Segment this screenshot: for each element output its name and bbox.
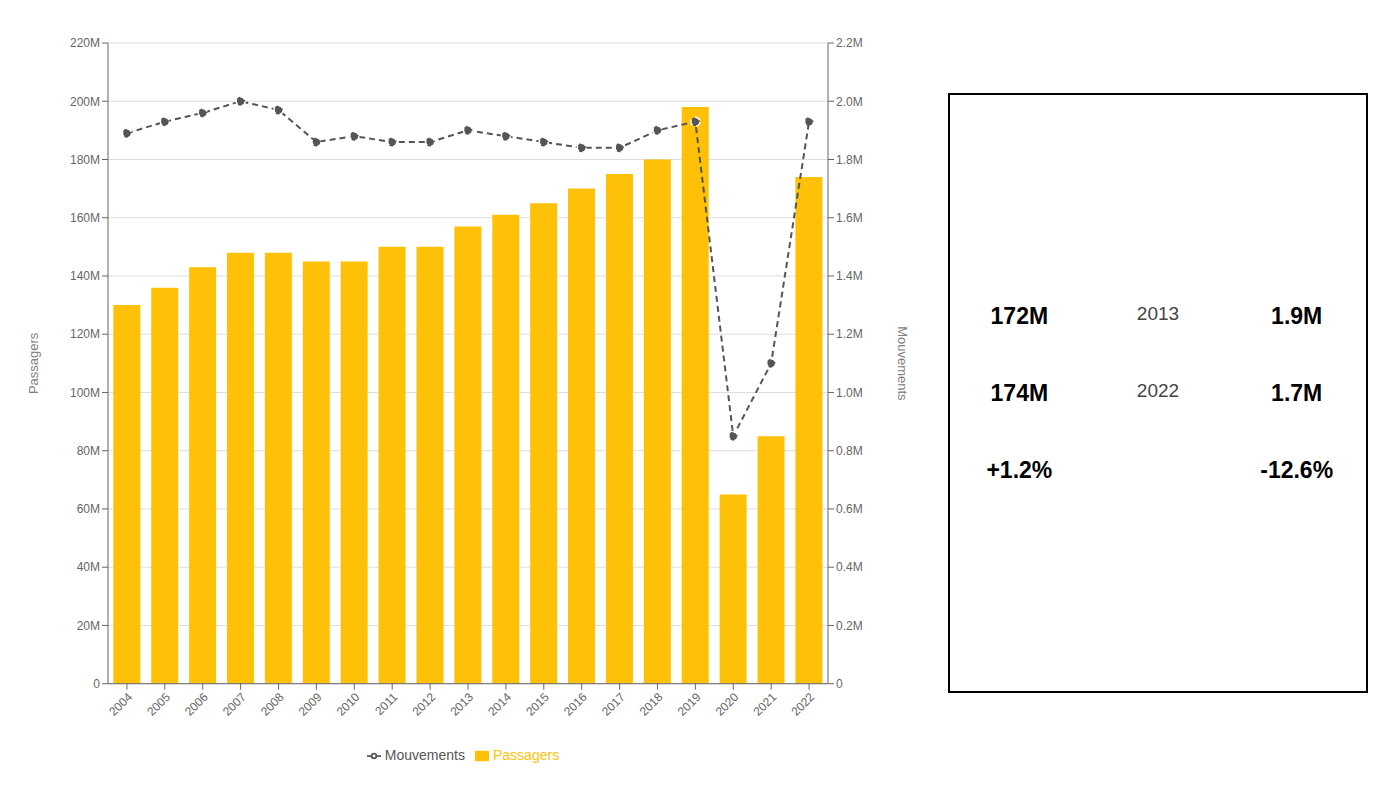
svg-text:2.0M: 2.0M: [836, 95, 863, 109]
svg-text:2022: 2022: [788, 690, 817, 719]
svg-text:1.8M: 1.8M: [836, 153, 863, 167]
html-text:2022: 2022: [1136, 379, 1180, 401]
svg-text:0: 0: [836, 677, 843, 691]
svg-text:80M: 80M: [77, 444, 100, 458]
html-text:174M: 174M: [990, 379, 1049, 406]
svg-text:20M: 20M: [77, 619, 100, 633]
svg-text:2007: 2007: [220, 690, 249, 719]
svg-text:2010: 2010: [334, 690, 363, 719]
svg-text:Mouvements: Mouvements: [895, 326, 910, 401]
svg-text:1.4M: 1.4M: [836, 269, 863, 283]
svg-text:1.0M: 1.0M: [836, 386, 863, 400]
html-text:+1.2%: +1.2%: [986, 456, 1053, 483]
html-text:172M: 172M: [990, 302, 1049, 329]
svg-text:2004: 2004: [106, 690, 135, 719]
svg-text:2021: 2021: [751, 690, 780, 719]
html-text:-12.6%: -12.6%: [1260, 456, 1334, 483]
svg-text:2014: 2014: [485, 690, 514, 719]
svg-text:40M: 40M: [77, 560, 100, 574]
html-text:Passagers: Passagers: [493, 746, 560, 763]
svg-text:2005: 2005: [144, 690, 173, 719]
svg-text:2018: 2018: [637, 690, 666, 719]
svg-text:2012: 2012: [409, 690, 438, 719]
svg-text:Passagers: Passagers: [26, 332, 41, 394]
html-text:1.9M: 1.9M: [1271, 302, 1323, 329]
html-text:2013: 2013: [1136, 302, 1180, 324]
svg-text:0.8M: 0.8M: [836, 444, 863, 458]
svg-text:0.2M: 0.2M: [836, 619, 863, 633]
svg-text:2016: 2016: [561, 690, 590, 719]
svg-text:0: 0: [93, 677, 100, 691]
svg-text:140M: 140M: [70, 269, 100, 283]
html-text:Mouvements: Mouvements: [384, 746, 465, 763]
svg-text:200M: 200M: [70, 95, 100, 109]
svg-text:160M: 160M: [70, 211, 100, 225]
svg-text:1.2M: 1.2M: [836, 327, 863, 341]
svg-text:0.6M: 0.6M: [836, 502, 863, 516]
svg-text:2013: 2013: [447, 690, 476, 719]
svg-text:2017: 2017: [599, 690, 628, 719]
svg-text:2008: 2008: [258, 690, 287, 719]
svg-text:2009: 2009: [296, 690, 325, 719]
svg-text:2011: 2011: [372, 690, 400, 718]
svg-text:0.4M: 0.4M: [836, 560, 863, 574]
svg-text:2015: 2015: [523, 690, 552, 719]
html-text:1.7M: 1.7M: [1271, 379, 1323, 406]
svg-text:2006: 2006: [182, 690, 211, 719]
svg-text:100M: 100M: [70, 386, 100, 400]
svg-text:1.6M: 1.6M: [836, 211, 863, 225]
svg-text:2.2M: 2.2M: [836, 36, 863, 50]
svg-text:2020: 2020: [713, 690, 742, 719]
svg-text:220M: 220M: [70, 36, 100, 50]
svg-text:180M: 180M: [70, 153, 100, 167]
svg-text:2019: 2019: [675, 690, 704, 719]
svg-text:60M: 60M: [77, 502, 100, 516]
svg-text:120M: 120M: [70, 327, 100, 341]
